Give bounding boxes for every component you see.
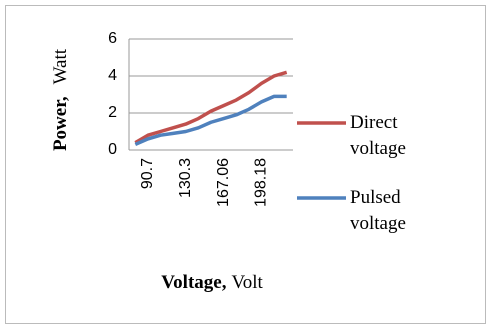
frame (5, 5, 486, 324)
x-tick-label: 167.06 (215, 158, 232, 207)
y-axis-title-main: Power, (50, 96, 71, 151)
line-series (134, 70, 288, 145)
line-series (134, 94, 287, 147)
x-axis-title-unit: Volt (231, 272, 263, 293)
x-axis-title: Voltage, Volt (161, 272, 263, 293)
x-tick-label: 198.18 (253, 158, 270, 207)
y-axis-title: Power, Watt (50, 48, 71, 151)
y-tick-label: 0 (108, 141, 117, 158)
legend-label: Direct voltage (350, 112, 406, 159)
x-tick-label: 130.3 (177, 158, 194, 198)
legend-label: Pulsed voltage (350, 187, 406, 234)
y-tick-label: 4 (108, 67, 117, 84)
y-tick-label: 2 (108, 104, 117, 121)
x-tick-label: 90.7 (139, 158, 156, 189)
y-tick-label: 6 (108, 30, 117, 47)
y-axis-title-unit: Watt (50, 48, 71, 84)
x-axis-title-main: Voltage, (161, 272, 227, 293)
